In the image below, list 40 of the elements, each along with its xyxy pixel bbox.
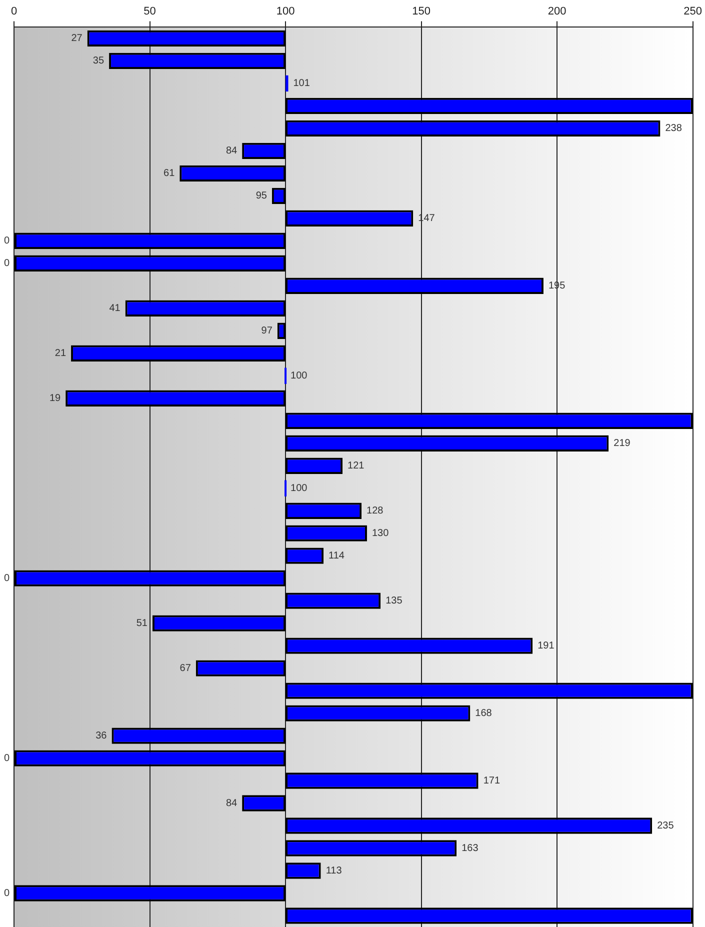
x-tick-label: 100 [276,6,295,18]
x-tick-label: 0 [10,6,18,18]
data-label: 21 [54,348,66,360]
data-label: 0 [4,236,10,247]
data-label: 84 [226,146,238,157]
data-label: 113 [326,866,342,877]
x-tick-label: 250 [684,6,702,18]
data-label: 84 [226,798,238,810]
data-label: 95 [256,190,268,202]
x-tick-label: 50 [144,6,156,18]
data-label: 135 [386,596,403,607]
x-tick-label: 150 [412,6,430,18]
data-label: 41 [109,303,121,314]
data-label: 100 [290,483,308,494]
data-label: 235 [657,820,674,832]
data-label: 121 [348,460,365,472]
data-label: 0 [4,888,10,900]
data-label: 219 [614,438,631,450]
data-label: 191 [538,640,555,652]
data-label: 27 [71,33,83,44]
data-label: 36 [96,730,108,742]
data-label: 0 [4,258,10,270]
data-label: 51 [136,618,148,630]
data-label: 168 [475,708,492,720]
data-label: 19 [49,393,62,404]
data-label: 0 [4,573,10,584]
data-label: 100 [290,370,308,382]
data-label: 35 [92,56,104,67]
x-tick-label: 200 [548,6,566,18]
data-label: 67 [180,663,192,674]
data-label: 171 [483,776,500,787]
data-label: 97 [261,326,273,337]
data-label: 61 [164,168,176,180]
data-label: 128 [366,506,384,517]
data-label: 238 [665,123,682,134]
data-label: 0 [4,753,10,764]
data-label: 163 [462,843,479,854]
data-label: 130 [372,528,390,540]
data-label: 114 [328,550,345,562]
data-label: 101 [293,78,310,90]
